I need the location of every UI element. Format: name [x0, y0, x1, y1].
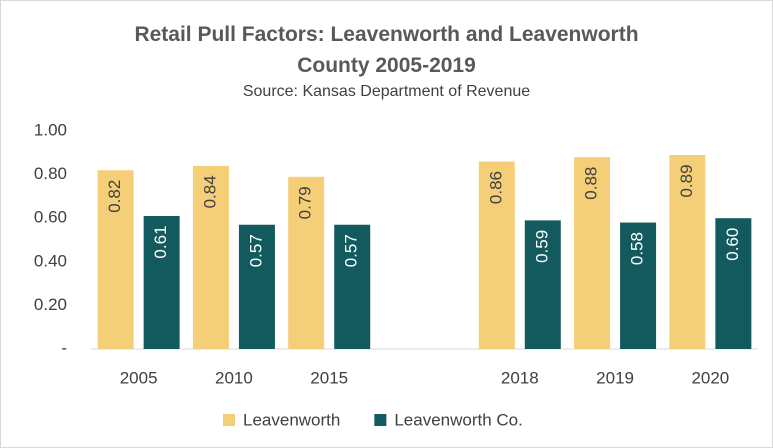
- y-tick-label: 0.80: [34, 164, 67, 183]
- x-tick-label: 2015: [310, 368, 348, 387]
- legend-swatch: [223, 414, 235, 426]
- x-tick-label: 2005: [120, 368, 158, 387]
- y-tick-label: 0.40: [34, 251, 67, 270]
- x-tick-label: 2020: [691, 368, 729, 387]
- bar: [478, 161, 515, 349]
- chart-subtitle: Source: Kansas Department of Revenue: [242, 83, 531, 100]
- data-label: 0.57: [342, 234, 361, 267]
- bar: [574, 157, 611, 349]
- bar: [524, 220, 561, 349]
- y-tick-label: 1.00: [34, 120, 67, 139]
- data-label: 0.86: [486, 171, 505, 204]
- x-tick-label: 2019: [596, 368, 634, 387]
- data-label: 0.60: [723, 228, 742, 261]
- data-label: 0.89: [677, 164, 696, 197]
- legend-swatch: [374, 414, 387, 426]
- bar: [97, 170, 134, 349]
- x-tick-label: 2018: [501, 368, 539, 387]
- data-label: 0.88: [582, 167, 601, 200]
- data-label: 0.79: [296, 186, 315, 219]
- legend-label: Leavenworth Co.: [394, 410, 523, 429]
- bar: [620, 222, 657, 349]
- data-label: 0.57: [246, 234, 265, 267]
- y-tick-label: 0.60: [34, 208, 67, 227]
- bar: [143, 216, 180, 349]
- data-label: 0.61: [151, 225, 170, 258]
- bar: [715, 218, 752, 349]
- data-label: 0.59: [532, 230, 551, 263]
- data-label: 0.58: [628, 232, 647, 265]
- y-tick-label: 0.20: [34, 295, 67, 314]
- legend-label: Leavenworth: [243, 410, 340, 429]
- y-tick-label: -: [61, 338, 67, 357]
- bar: [288, 176, 325, 349]
- bar: [192, 165, 229, 349]
- bar: [334, 224, 371, 349]
- data-label: 0.82: [105, 180, 124, 213]
- data-label: 0.84: [200, 175, 219, 208]
- bar: [669, 154, 706, 349]
- chart-title: Retail Pull Factors: Leavenworth and Lea…: [134, 23, 639, 77]
- bar: [238, 224, 275, 349]
- x-tick-label: 2010: [215, 368, 253, 387]
